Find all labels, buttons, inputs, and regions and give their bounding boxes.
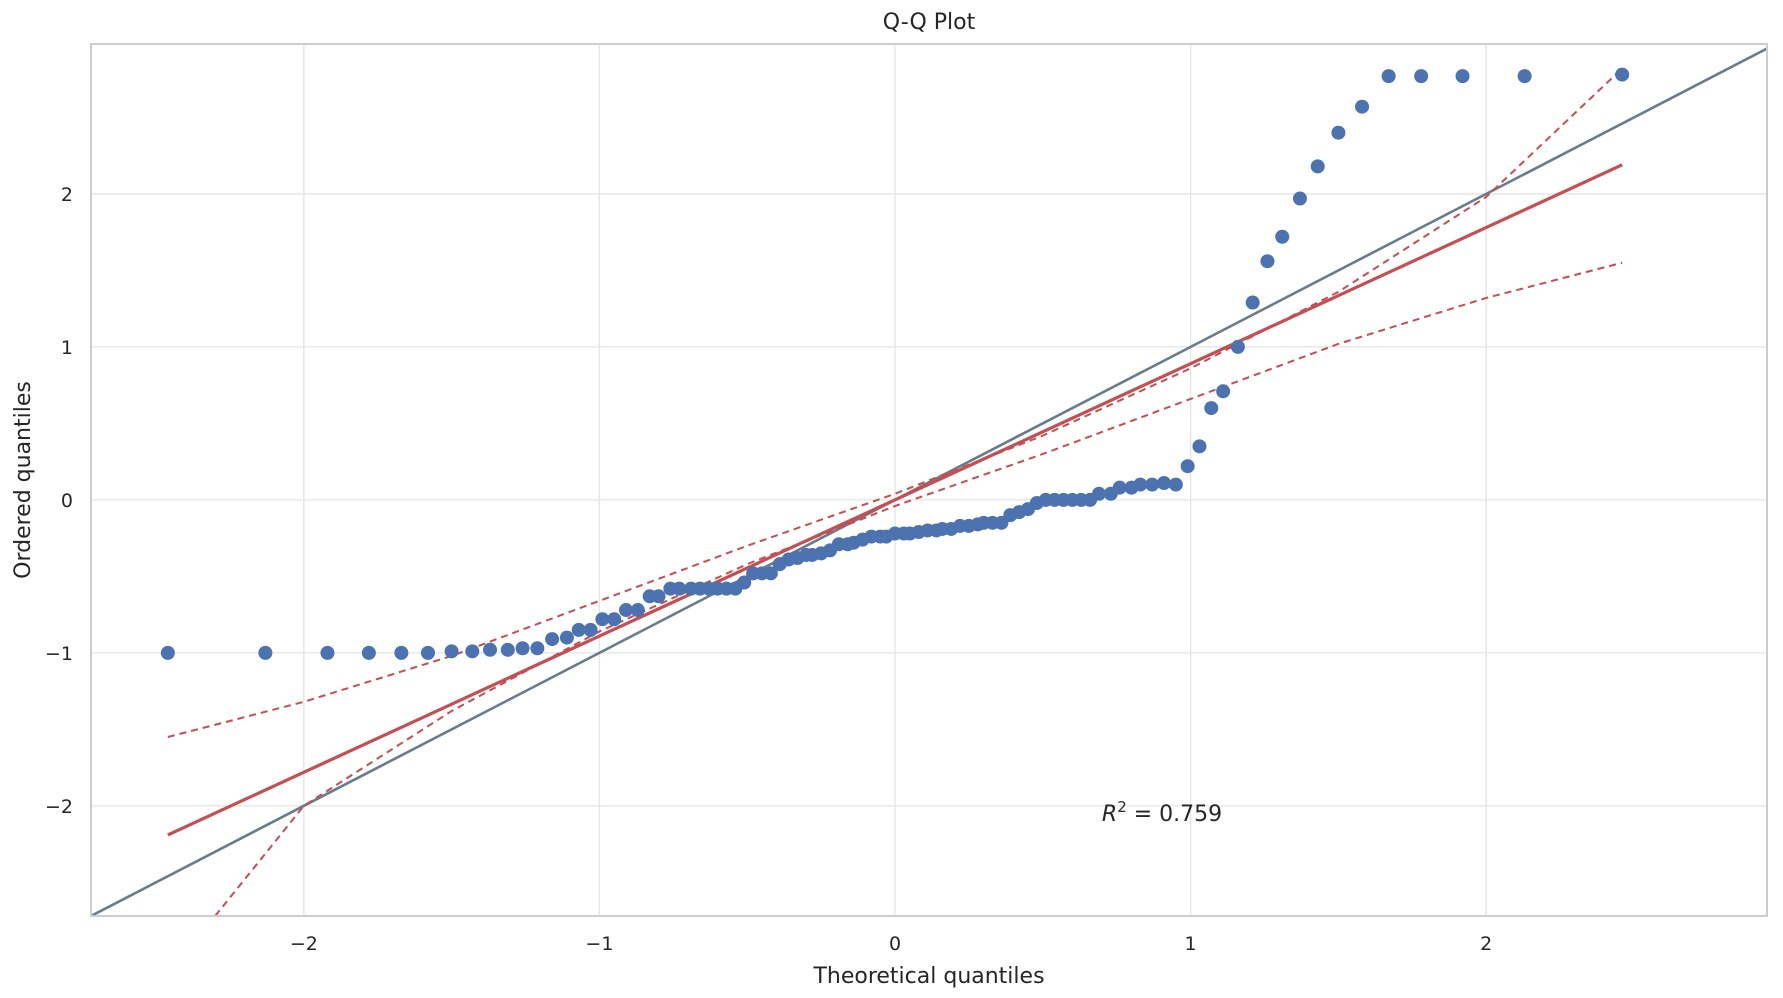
- data-point: [1168, 477, 1183, 492]
- data-point: [320, 645, 335, 660]
- data-point: [1204, 401, 1219, 416]
- data-point: [420, 645, 435, 660]
- data-point: [1292, 191, 1307, 206]
- data-point: [559, 630, 574, 645]
- data-point: [630, 603, 645, 618]
- y-axis-label: Ordered quantiles: [11, 381, 36, 579]
- x-tick-label: −2: [290, 933, 318, 955]
- data-point: [1156, 476, 1171, 491]
- r-squared-exponent: 2: [1117, 798, 1127, 816]
- chart-title: Q-Q Plot: [883, 10, 976, 35]
- data-point: [763, 566, 778, 581]
- x-tick-label: 1: [1185, 933, 1197, 955]
- data-point: [1230, 339, 1245, 354]
- r-squared-variable: R: [1102, 802, 1117, 827]
- data-point: [1517, 69, 1532, 84]
- identity-line: [91, 47, 1767, 916]
- data-point: [571, 622, 586, 637]
- data-point: [1310, 159, 1325, 174]
- y-tick-label: 1: [61, 337, 73, 359]
- x-tick-label: −1: [585, 933, 613, 955]
- data-point: [258, 645, 273, 660]
- x-tick-label: 0: [889, 933, 901, 955]
- data-point: [1091, 486, 1106, 501]
- data-point: [619, 603, 634, 618]
- data-point: [500, 642, 515, 657]
- data-point: [545, 632, 560, 647]
- data-point: [651, 589, 666, 604]
- r-squared-annotation: R2 = 0.759: [1102, 798, 1222, 827]
- data-point: [444, 644, 459, 659]
- r-squared-value: = 0.759: [1127, 802, 1222, 827]
- data-point: [1216, 384, 1231, 399]
- confidence-band-lower: [214, 261, 1623, 916]
- data-point: [1180, 459, 1195, 474]
- data-point: [1275, 229, 1290, 244]
- data-point: [737, 575, 752, 590]
- data-point: [1455, 69, 1470, 84]
- data-point: [160, 645, 175, 660]
- data-point: [1112, 480, 1127, 495]
- data-point: [1145, 477, 1160, 492]
- data-point: [394, 645, 409, 660]
- x-tick-label: 2: [1480, 933, 1492, 955]
- y-tick-label: 2: [61, 184, 73, 206]
- data-point: [361, 645, 376, 660]
- data-point: [1615, 67, 1630, 82]
- data-point: [672, 581, 687, 596]
- data-point: [595, 612, 610, 627]
- data-point: [530, 641, 545, 656]
- data-point: [515, 641, 530, 656]
- plot-frame: [90, 43, 1768, 917]
- x-axis-label: Theoretical quantiles: [812, 964, 1044, 989]
- y-tick-labels: −2 −1 0 1 2: [45, 184, 73, 818]
- plot-area: [91, 47, 1767, 916]
- plot-marks: [91, 47, 1767, 916]
- data-point: [1414, 69, 1429, 84]
- fit-line: [167, 163, 1623, 837]
- data-point: [583, 622, 598, 637]
- data-point: [1133, 477, 1148, 492]
- data-point: [465, 644, 480, 659]
- y-tick-label: 0: [61, 490, 73, 512]
- y-tick-label: −1: [45, 643, 73, 665]
- x-tick-labels: −2 −1 0 1 2: [290, 933, 1492, 955]
- y-tick-label: −2: [45, 796, 73, 818]
- data-point: [1192, 439, 1207, 454]
- data-point: [1355, 99, 1370, 114]
- data-point: [1245, 295, 1260, 310]
- data-point: [483, 642, 498, 657]
- confidence-band-upper: [167, 67, 1623, 738]
- data-point: [607, 612, 622, 627]
- data-point: [1331, 125, 1346, 140]
- data-point: [1260, 254, 1275, 269]
- data-point: [1381, 69, 1396, 84]
